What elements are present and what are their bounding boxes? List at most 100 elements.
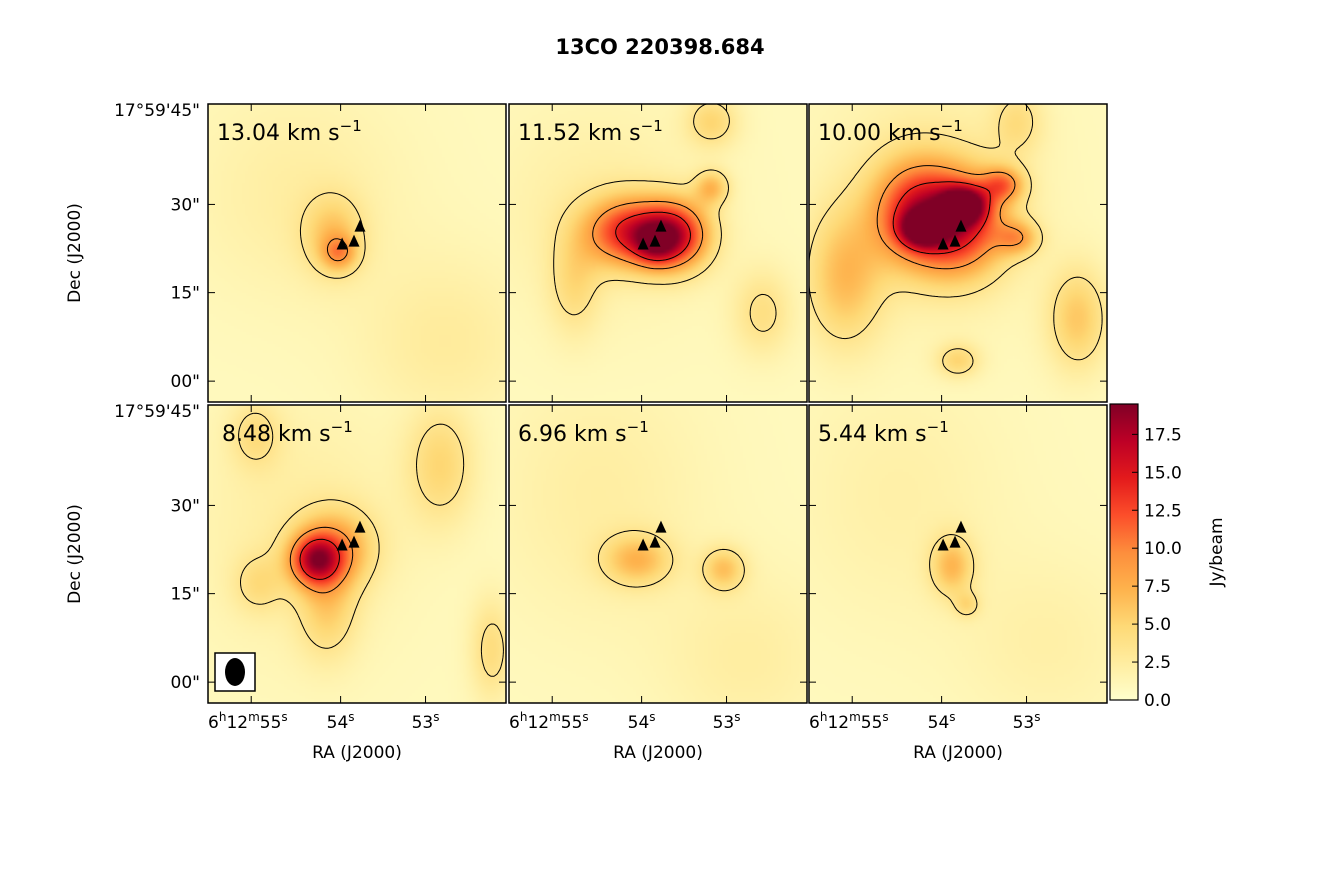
contour-lines xyxy=(929,534,978,616)
intensity-map xyxy=(208,405,506,703)
source-marker xyxy=(937,538,949,551)
y-axis-label: Dec (J2000) xyxy=(65,504,85,604)
channel-panel: 8.48 km s−1 17°59'45" 30" 15" 00" Dec (J2000)… xyxy=(65,402,507,763)
y-tick-label: 00" xyxy=(171,673,200,693)
colorbar-tick-label: 7.5 xyxy=(1144,577,1171,597)
contour-lines xyxy=(553,104,777,332)
velocity-label: 10.00 km s−1 xyxy=(818,117,963,146)
colorbar-tick-label: 12.5 xyxy=(1144,501,1182,521)
panel-frame xyxy=(508,103,808,403)
x-axis-label: RA (J2000) xyxy=(613,743,703,763)
source-marker xyxy=(937,237,949,250)
source-marker xyxy=(348,234,360,247)
velocity-unit: km s xyxy=(574,422,627,447)
x-tick-label: 54s xyxy=(327,710,355,733)
colorbar: 0.0 2.5 5.0 7.5 10.0 12.5 15.0 17.5 Jy/beam xyxy=(1109,403,1227,711)
source-marker xyxy=(955,520,967,533)
x-tick-label: 54s xyxy=(928,710,956,733)
velocity-label: 8.48 km s−1 xyxy=(222,418,353,447)
panel-frame xyxy=(808,404,1108,704)
velocity-label: 6.96 km s−1 xyxy=(518,418,649,447)
velocity-value: 5.44 xyxy=(818,422,874,447)
colorbar-tick-label: 2.5 xyxy=(1144,653,1171,673)
colorbar-tick-label: 5.0 xyxy=(1144,615,1171,635)
panel-frame xyxy=(207,404,507,704)
source-marker xyxy=(955,219,967,232)
panel-frame xyxy=(207,103,507,403)
velocity-label: 5.44 km s−1 xyxy=(818,418,949,447)
intensity-map xyxy=(509,104,807,402)
source-marker xyxy=(637,237,649,250)
velocity-exponent: −1 xyxy=(927,418,949,436)
channel-panel: 10.00 km s−1 xyxy=(808,103,1108,403)
velocity-value: 13.04 xyxy=(217,121,287,146)
x-tick-label: 6h12m55s xyxy=(509,710,589,733)
intensity-map xyxy=(509,405,807,703)
source-marker xyxy=(336,538,348,551)
y-tick-label: 30" xyxy=(171,496,200,516)
velocity-value: 6.96 xyxy=(518,422,574,447)
channel-panel: 6.96 km s−1 6h12m55s 54s 53s RA (J2000) xyxy=(508,404,808,763)
velocity-exponent: −1 xyxy=(340,117,362,135)
source-marker xyxy=(949,535,961,548)
y-tick-label: 30" xyxy=(171,195,200,215)
beam-inset xyxy=(214,652,256,692)
velocity-exponent: −1 xyxy=(331,418,353,436)
panel-frame xyxy=(508,404,808,704)
source-marker xyxy=(336,237,348,250)
panels-group: 13.04 km s−117°59'45"30"15"00"Dec (J2000… xyxy=(65,101,1108,763)
x-tick-label: 53s xyxy=(1013,710,1041,733)
source-marker xyxy=(354,219,366,232)
velocity-exponent: −1 xyxy=(627,418,649,436)
panel-frame xyxy=(808,103,1108,403)
source-marker xyxy=(354,520,366,533)
x-tick-label: 54s xyxy=(628,710,656,733)
channel-panel: 5.44 km s−1 6h12m55s 54s 53s RA (J2000) xyxy=(808,404,1108,763)
y-tick-label: 15" xyxy=(171,284,200,304)
y-axis-label: Dec (J2000) xyxy=(65,203,85,303)
velocity-unit: km s xyxy=(287,121,340,146)
x-axis-label: RA (J2000) xyxy=(913,743,1003,763)
colorbar-gradient xyxy=(1109,403,1139,701)
colorbar-tick-label: 10.0 xyxy=(1144,539,1182,559)
source-marker xyxy=(649,535,661,548)
channel-panel: 11.52 km s−1 xyxy=(508,103,808,403)
velocity-exponent: −1 xyxy=(641,117,663,135)
beam-ellipse xyxy=(225,658,245,686)
velocity-label: 11.52 km s−1 xyxy=(518,117,663,146)
x-tick-label: 6h12m55s xyxy=(809,710,889,733)
colorbar-tick-label: 17.5 xyxy=(1144,425,1182,445)
velocity-unit: km s xyxy=(874,422,927,447)
velocity-unit: km s xyxy=(888,121,941,146)
velocity-value: 10.00 xyxy=(818,121,888,146)
contour-lines xyxy=(597,530,745,592)
velocity-value: 11.52 xyxy=(518,121,588,146)
source-marker xyxy=(649,234,661,247)
velocity-label: 13.04 km s−1 xyxy=(217,117,362,146)
source-marker xyxy=(655,219,667,232)
contour-lines xyxy=(809,104,1103,374)
chart-title: 13CO 220398.684 xyxy=(555,35,764,59)
source-marker xyxy=(949,234,961,247)
intensity-map xyxy=(208,104,506,402)
channel-panel: 13.04 km s−1 17°59'45" 30" 15" 00" Dec (J2000… xyxy=(65,101,507,403)
source-marker xyxy=(637,538,649,551)
colorbar-label: Jy/beam xyxy=(1207,517,1227,587)
x-axis-label: RA (J2000) xyxy=(312,743,402,763)
contour-lines xyxy=(238,412,504,677)
y-tick-label: 15" xyxy=(171,585,200,605)
source-marker xyxy=(655,520,667,533)
y-tick-label: 17°59'45" xyxy=(114,402,200,422)
y-tick-label: 17°59'45" xyxy=(114,101,200,121)
source-marker xyxy=(348,535,360,548)
x-tick-label: 53s xyxy=(412,710,440,733)
velocity-unit: km s xyxy=(588,121,641,146)
velocity-value: 8.48 xyxy=(222,422,278,447)
x-tick-label: 53s xyxy=(713,710,741,733)
x-tick-label: 6h12m55s xyxy=(208,710,288,733)
colorbar-tick-label: 15.0 xyxy=(1144,463,1182,483)
intensity-map xyxy=(809,104,1107,402)
velocity-exponent: −1 xyxy=(941,117,963,135)
y-tick-label: 00" xyxy=(171,372,200,392)
